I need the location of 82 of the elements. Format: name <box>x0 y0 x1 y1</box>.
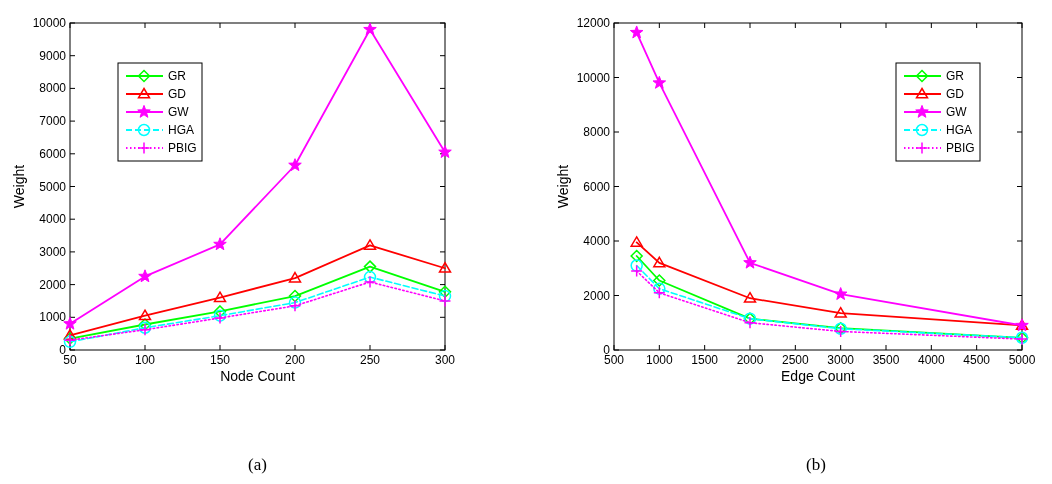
text: (a) <box>248 455 267 474</box>
point <box>213 305 227 318</box>
x-tick-label: 300 <box>434 353 456 367</box>
point <box>630 259 643 272</box>
point <box>63 329 77 340</box>
legend-label: GR <box>168 69 187 83</box>
point <box>438 285 452 299</box>
y-tick-label: 8000 <box>39 81 67 96</box>
y-tick-label: 2000 <box>583 288 611 303</box>
point <box>834 306 847 318</box>
x-tick-label: 2000 <box>736 353 764 367</box>
point <box>363 22 377 36</box>
legend-label: GD <box>946 87 965 101</box>
y-tick-label: 8000 <box>583 125 611 139</box>
x-tick-label: 4000 <box>917 353 945 367</box>
point <box>363 270 377 284</box>
x-tick-label: 1000 <box>645 353 673 367</box>
legend-label: HGA <box>946 123 973 137</box>
y-tick-label: 7000 <box>39 114 67 129</box>
legend-label: PBIG <box>946 141 975 155</box>
point <box>138 269 152 283</box>
x-tick-label: 5000 <box>1008 353 1036 367</box>
point <box>288 299 302 313</box>
x-tick-label: 100 <box>134 353 156 367</box>
x-tick-label: 4500 <box>963 353 991 367</box>
point <box>743 255 757 269</box>
legend-label: GR <box>946 69 965 83</box>
point <box>743 291 757 303</box>
x-axis-title: Node Count <box>220 368 295 384</box>
point <box>213 237 227 251</box>
text: (b) <box>806 455 826 474</box>
legend-label: GW <box>946 105 968 119</box>
point <box>363 260 377 273</box>
legend-label: PBIG <box>168 141 197 155</box>
y-tick-label: 4000 <box>583 234 611 248</box>
point <box>630 264 643 278</box>
point <box>138 309 152 321</box>
y-tick-label: 2000 <box>39 277 67 292</box>
y-axis-title: Weight <box>555 164 571 209</box>
y-tick-label: 10000 <box>576 70 611 85</box>
point <box>213 291 227 303</box>
point <box>833 287 848 300</box>
point <box>288 289 302 303</box>
point <box>743 316 757 329</box>
point <box>363 239 377 250</box>
x-tick-label: 2500 <box>781 353 809 367</box>
point <box>630 249 643 263</box>
point <box>438 145 452 158</box>
y-tick-label: 3000 <box>39 244 67 259</box>
y-tick-label: 1000 <box>39 310 67 325</box>
point <box>363 275 377 289</box>
y-tick-label: 4000 <box>39 212 67 227</box>
point <box>653 274 666 287</box>
y-tick-label: 10000 <box>32 16 67 30</box>
y-tick-label: 6000 <box>39 146 67 161</box>
x-tick-label: 200 <box>284 353 306 367</box>
y-tick-label: 6000 <box>583 179 611 194</box>
point <box>438 294 452 308</box>
legend-label: GW <box>168 105 190 119</box>
y-tick-label: 5000 <box>39 179 67 194</box>
point <box>652 75 667 89</box>
y-tick-label: 12000 <box>576 16 611 30</box>
point <box>288 296 302 309</box>
point <box>630 236 643 247</box>
y-axis-title: Weight <box>11 164 27 209</box>
point <box>288 158 302 172</box>
x-tick-label: 3000 <box>827 353 855 367</box>
point <box>438 289 452 303</box>
point <box>653 282 666 295</box>
x-tick-label: 250 <box>359 353 381 367</box>
point <box>629 25 644 39</box>
x-tick-label: 150 <box>209 353 231 367</box>
legend-label: HGA <box>168 123 195 137</box>
x-tick-label: 1500 <box>691 353 719 367</box>
point <box>653 256 666 268</box>
point <box>288 271 302 283</box>
x-axis-title: Edge Count <box>781 368 856 384</box>
point <box>438 262 452 273</box>
y-tick-label: 9000 <box>39 48 67 63</box>
legend-label: GD <box>168 87 187 101</box>
point <box>653 286 666 300</box>
x-tick-label: 3500 <box>872 353 900 367</box>
